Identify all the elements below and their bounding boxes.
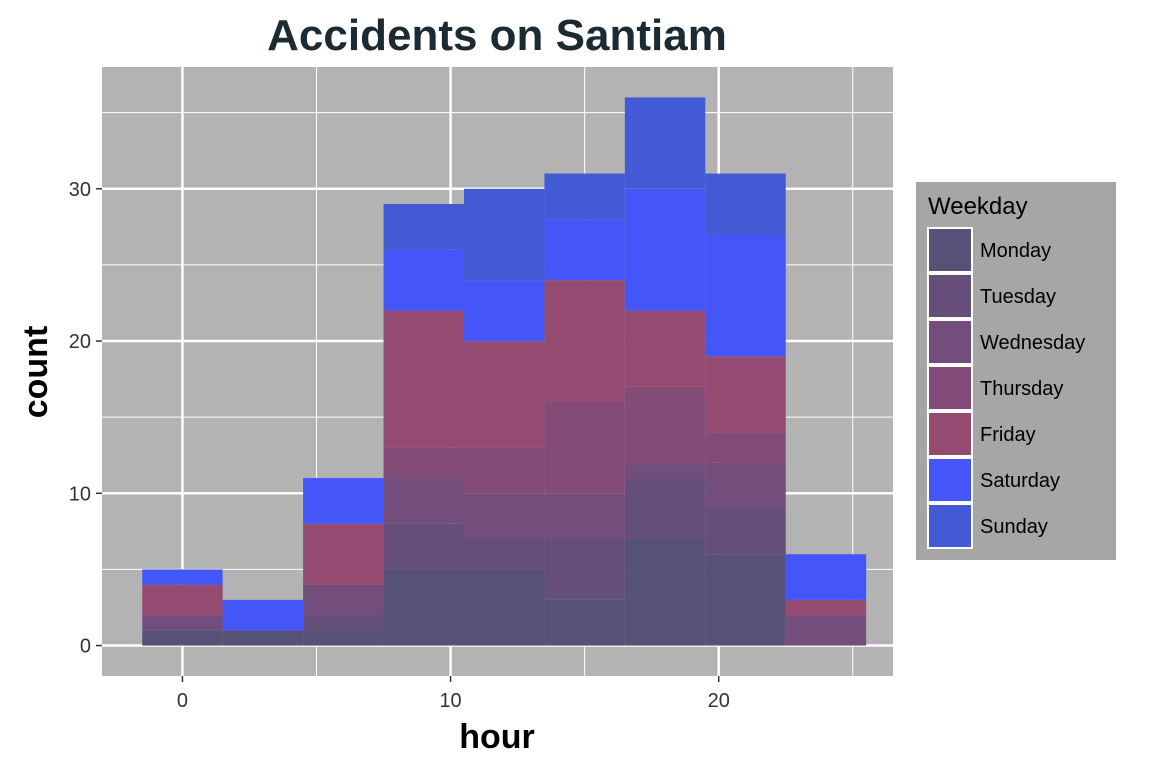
bar-segment-monday [705, 554, 786, 646]
bar-segment-saturday [544, 219, 625, 281]
legend-label-tuesday: Tuesday [980, 286, 1056, 308]
bar-segment-wednesday [544, 493, 625, 539]
y-axis-label: count [17, 326, 55, 419]
bar-segment-saturday [705, 234, 786, 357]
bar-segment-sunday [463, 188, 545, 281]
bar-segment-wednesday [142, 615, 223, 631]
bar-segment-friday [463, 341, 545, 448]
bar-segment-tuesday [705, 508, 786, 555]
bar-segment-tuesday [303, 615, 384, 631]
bar-segment-sunday [624, 97, 706, 189]
axis-ticks: 0 10 20 0 10 20 30 [69, 179, 730, 712]
legend-swatch-thursday [927, 365, 973, 411]
legend-label-sunday: Sunday [980, 516, 1048, 538]
bar-segment-saturday [624, 188, 706, 311]
bar-segment-monday [624, 538, 706, 646]
y-tick-label: 30 [69, 179, 91, 201]
x-tick-label: 0 [177, 690, 188, 712]
bar-segment-saturday [303, 478, 384, 524]
bar-segment-wednesday [705, 462, 786, 509]
x-tick-label: 20 [708, 690, 730, 712]
x-tick-label: 10 [439, 690, 461, 712]
bar-segment-friday [383, 310, 464, 448]
bar-segment-friday [624, 310, 706, 387]
bar-segment-tuesday [463, 538, 545, 570]
y-tick-label: 20 [69, 331, 91, 353]
bar-segment-friday [785, 599, 867, 616]
bar-segment-saturday [463, 280, 545, 342]
legend-label-thursday: Thursday [980, 378, 1063, 400]
legend-swatch-sunday [927, 503, 973, 549]
bar-segment-saturday [222, 599, 304, 631]
bar-segment-wednesday [303, 584, 384, 616]
bar-segment-sunday [705, 173, 786, 235]
bar-segment-thursday [383, 447, 464, 479]
bar-segment-thursday [544, 401, 625, 494]
y-tick-label: 10 [69, 483, 91, 505]
bar-segment-monday [383, 569, 464, 646]
bar-segment-wednesday [383, 478, 464, 524]
bar-segment-saturday [383, 249, 464, 311]
legend-swatch-monday [927, 227, 973, 273]
legend: Weekday Monday Tuesday Wednesday Thursday Fr… [916, 182, 1116, 560]
legend-label-friday: Friday [980, 424, 1036, 446]
legend-label-monday: Monday [980, 240, 1051, 262]
bar-segment-wednesday [463, 493, 545, 539]
legend-title: Weekday [928, 193, 1028, 220]
bar-segment-sunday [383, 204, 464, 250]
bar-segment-monday [303, 630, 384, 646]
bar-segment-sunday [544, 173, 625, 220]
bars [142, 97, 867, 646]
legend-swatch-wednesday [927, 319, 973, 365]
bar-segment-monday [222, 630, 304, 646]
y-tick-label: 0 [80, 636, 91, 658]
bar-segment-thursday [624, 386, 706, 463]
legend-swatch-friday [927, 411, 973, 457]
bar-segment-friday [142, 584, 223, 616]
chart-title: Accidents on Santiam [267, 11, 727, 60]
bar-segment-thursday [705, 432, 786, 463]
bar-segment-monday [463, 569, 545, 646]
bar-segment-friday [705, 356, 786, 433]
bar-segment-tuesday [544, 538, 625, 600]
bar-segment-wednesday [785, 615, 867, 646]
legend-label-saturday: Saturday [980, 470, 1060, 492]
legend-items: Monday Tuesday Wednesday Thursday Friday Satu… [927, 227, 1085, 549]
x-axis-label: hour [459, 718, 535, 756]
bar-segment-thursday [463, 447, 545, 494]
bar-segment-friday [544, 280, 625, 402]
bar-segment-saturday [142, 569, 223, 585]
bar-segment-tuesday [383, 523, 464, 570]
bar-segment-friday [303, 523, 384, 585]
legend-swatch-tuesday [927, 273, 973, 319]
bar-segment-monday [544, 599, 625, 646]
bar-segment-saturday [785, 554, 867, 600]
bar-segment-wednesday [624, 462, 706, 479]
bar-segment-tuesday [624, 478, 706, 539]
legend-label-wednesday: Wednesday [980, 332, 1085, 354]
legend-swatch-saturday [927, 457, 973, 503]
bar-segment-monday [142, 630, 223, 646]
